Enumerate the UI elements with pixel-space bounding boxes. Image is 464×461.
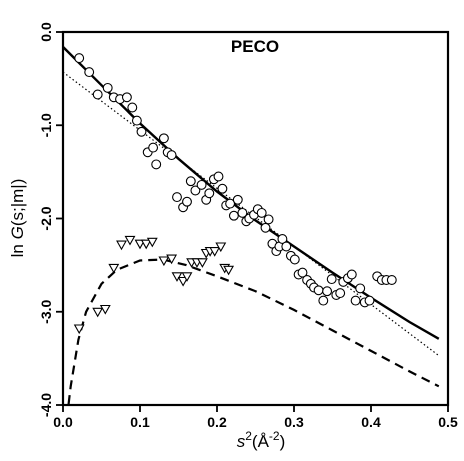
triangle-point (215, 242, 227, 253)
circle-point (166, 150, 177, 161)
x-tick-label: 0.5 (438, 414, 458, 430)
x-tick-label: 0.0 (53, 414, 73, 430)
y-tick-label: -3.0 (38, 299, 54, 323)
triangle-point (181, 272, 193, 282)
x-axis-label-base: s (237, 432, 246, 451)
markers-layer (73, 53, 397, 335)
circle-point (281, 241, 292, 252)
circle-point (237, 207, 248, 218)
circle-point (277, 234, 288, 244)
circle-point (182, 196, 192, 207)
circle-point (121, 92, 132, 103)
chart-title: PECO (231, 37, 279, 56)
y-tick-label: -2.0 (38, 206, 54, 230)
triangle-point (196, 258, 208, 268)
circle-point (92, 89, 103, 100)
x-axis-label-unit-sup: -2 (269, 429, 280, 443)
triangle-point (146, 237, 158, 248)
circle-point (364, 295, 375, 306)
circle-point (228, 210, 239, 221)
x-axis-label-unit: (Å (252, 432, 270, 451)
circle-point (318, 295, 329, 306)
circle-point (346, 269, 357, 280)
triangle-point (99, 304, 111, 315)
circle-point (185, 176, 196, 187)
circle-point (131, 115, 142, 126)
circle-point (313, 285, 324, 296)
x-axis-label-close: ) (280, 432, 286, 451)
circle-point (322, 286, 333, 297)
triangle-point (158, 256, 170, 267)
circle-point (263, 214, 274, 225)
circle-point (350, 295, 361, 306)
y-tick-label: -1.0 (38, 113, 54, 137)
x-axis-label-sup: 2 (245, 429, 252, 443)
circle-point (204, 188, 215, 199)
circle-point (232, 194, 243, 205)
circle-point (335, 288, 346, 299)
y-axis-label-func: G (8, 226, 27, 239)
x-tick-label: 0.1 (130, 414, 150, 430)
circle-point (326, 274, 337, 285)
circle-point (136, 126, 147, 137)
triangle-point (140, 239, 152, 250)
triangle-point (124, 235, 136, 246)
circle-point (289, 254, 300, 265)
y-tick-label: 0.0 (38, 22, 54, 42)
y-axis-label-pre: ln (8, 239, 27, 257)
ticks-layer: 0.0 0.1 0.2 0.3 0.4 0.5 0.0 -1.0 -2.0 -3.0 -4.0 (38, 22, 458, 430)
circle-point (355, 283, 366, 294)
triangle-point (166, 254, 178, 265)
x-axis-label: s2(Å-2) (237, 429, 286, 451)
x-tick-label: 0.2 (207, 414, 227, 430)
circle-point (196, 179, 207, 190)
triangle-point (73, 324, 85, 335)
triangle-point (177, 276, 189, 287)
circle-point (256, 207, 267, 218)
triangle-point (116, 240, 127, 251)
circle-point (213, 171, 224, 182)
y-axis-label: ln G(s;|m|) (8, 179, 27, 258)
x-tick-label: 0.4 (361, 414, 381, 430)
circle-point (74, 53, 85, 64)
y-tick-label: -4.0 (38, 393, 54, 417)
circle-point (127, 102, 138, 113)
circle-point (386, 275, 397, 285)
circle-point (217, 183, 228, 194)
y-axis-label-args: (s;|m|) (8, 179, 27, 227)
circle-point (190, 185, 201, 196)
triangle-point (209, 247, 221, 257)
triangle-point (92, 307, 104, 318)
circle-point (172, 192, 182, 203)
circle-point (148, 142, 159, 153)
circle-point (225, 198, 236, 209)
curve-dotted (63, 71, 440, 357)
triangle-point (171, 272, 183, 282)
triangle-point (108, 263, 120, 274)
triangle-point (223, 265, 235, 276)
curve-solid (63, 46, 440, 340)
x-tick-label: 0.3 (284, 414, 304, 430)
circle-point (102, 82, 113, 93)
circle-point (158, 133, 169, 144)
circle-point (297, 267, 308, 278)
circle-point (151, 159, 162, 170)
circle-point (260, 222, 271, 233)
circle-point (84, 67, 95, 78)
